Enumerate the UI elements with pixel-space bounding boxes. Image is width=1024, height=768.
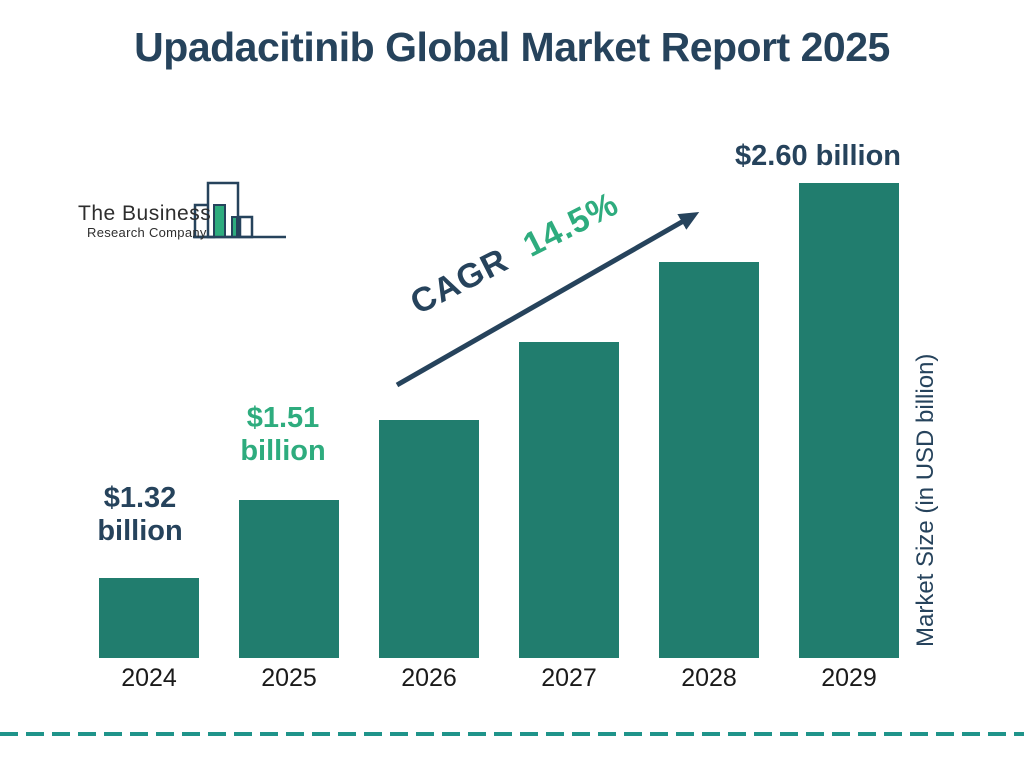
x-tick-2025: 2025 — [261, 664, 317, 692]
company-logo: The Business Research Company — [70, 165, 300, 250]
bar-2026 — [379, 420, 479, 658]
value-label-2025-amount: $1.51 — [246, 402, 320, 434]
page-title: Upadacitinib Global Market Report 2025 — [134, 24, 890, 70]
value-label-2025: $1.51 billion — [228, 402, 338, 468]
cagr-annotation: CAGR 14.5% — [404, 190, 624, 322]
bar-2027 — [519, 342, 619, 658]
value-label-2029: $2.60 billion — [735, 140, 901, 172]
bar-2025 — [239, 500, 339, 658]
cagr-label: CAGR — [404, 241, 514, 322]
logo-text-line1: The Business — [78, 202, 212, 225]
value-label-2024-unit: billion — [97, 515, 183, 547]
x-tick-2029: 2029 — [821, 664, 877, 692]
bar-2024 — [99, 578, 199, 658]
x-tick-2028: 2028 — [681, 664, 737, 692]
x-tick-2024: 2024 — [121, 664, 177, 692]
value-label-2024: $1.32 billion — [85, 482, 195, 548]
bottom-dashed-divider — [0, 732, 1024, 736]
cagr-value: 14.5% — [517, 190, 625, 265]
bar-chart-logo-icon — [193, 181, 286, 239]
value-label-2025-unit: billion — [240, 435, 326, 467]
logo-text-line2: Research Company — [87, 225, 207, 240]
cagr-arrow: CAGR 14.5% — [395, 190, 700, 388]
y-axis-label: Market Size (in USD billion) — [912, 353, 939, 647]
bar-2028 — [659, 262, 759, 658]
x-tick-2027: 2027 — [541, 664, 597, 692]
bar-2029 — [799, 183, 899, 658]
value-label-2024-amount: $1.32 — [103, 482, 177, 514]
x-tick-2026: 2026 — [401, 664, 457, 692]
